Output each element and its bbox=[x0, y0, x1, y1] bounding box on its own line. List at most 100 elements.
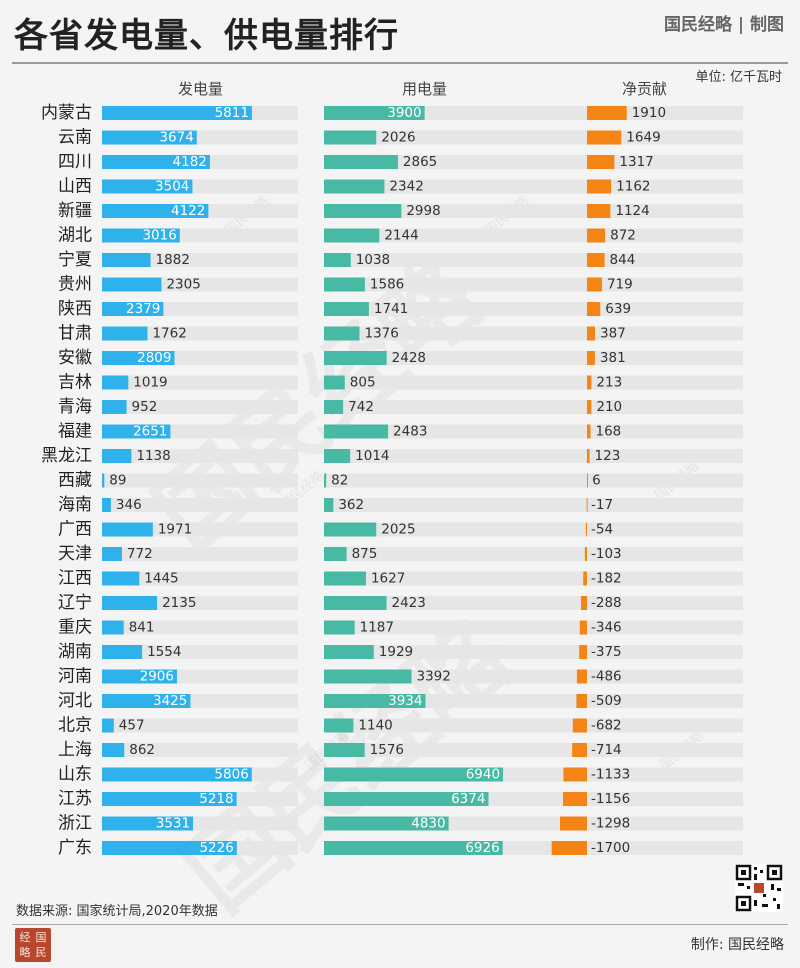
value-label-net: 123 bbox=[595, 448, 621, 464]
seal-char: 略 bbox=[19, 946, 31, 959]
value-label-net: -375 bbox=[591, 644, 622, 660]
bar-track bbox=[550, 792, 743, 806]
value-label-consumption: 2483 bbox=[393, 424, 427, 440]
bar-track bbox=[550, 375, 743, 390]
bar-net bbox=[579, 620, 587, 635]
value-label-generation: 4182 bbox=[173, 154, 207, 170]
bar-net bbox=[587, 375, 592, 390]
bar-consumption bbox=[324, 130, 377, 145]
value-label-net: 639 bbox=[605, 301, 631, 317]
bar-net bbox=[551, 841, 587, 855]
bar-track bbox=[324, 326, 576, 341]
bar-net bbox=[584, 547, 587, 561]
value-label-generation: 346 bbox=[116, 497, 142, 513]
bar-net bbox=[587, 326, 596, 341]
bar-track bbox=[550, 326, 743, 341]
bar-track bbox=[324, 473, 576, 488]
value-label-generation: 3425 bbox=[153, 693, 187, 709]
bar-track bbox=[550, 449, 743, 463]
province-label: 山西 bbox=[58, 177, 92, 197]
bar-net bbox=[587, 400, 592, 414]
value-label-net: -1700 bbox=[591, 840, 630, 856]
province-label: 安徽 bbox=[58, 348, 92, 368]
value-label-generation: 1762 bbox=[152, 326, 186, 342]
bar-consumption bbox=[324, 155, 398, 169]
bar-consumption bbox=[324, 351, 387, 365]
value-label-consumption: 2998 bbox=[406, 203, 440, 219]
value-label-net: 844 bbox=[610, 252, 636, 268]
bar-track bbox=[102, 498, 298, 512]
bar-track bbox=[324, 449, 576, 463]
value-label-generation: 1882 bbox=[156, 252, 190, 268]
bar-consumption bbox=[324, 596, 387, 610]
bar-consumption bbox=[324, 228, 380, 243]
bar-net bbox=[587, 228, 606, 243]
bar-generation bbox=[102, 449, 132, 463]
province-label: 陕西 bbox=[58, 299, 92, 319]
bar-track bbox=[324, 620, 576, 635]
bar-net bbox=[587, 449, 590, 463]
qr-code-icon bbox=[735, 864, 783, 912]
bar-net bbox=[587, 155, 615, 169]
value-label-net: 719 bbox=[607, 277, 633, 293]
bar-track bbox=[550, 645, 743, 659]
bar-consumption bbox=[324, 498, 334, 512]
value-label-consumption: 1376 bbox=[365, 326, 399, 342]
bar-track bbox=[550, 400, 743, 414]
value-label-consumption: 4830 bbox=[411, 816, 445, 832]
header-consumption: 用电量 bbox=[402, 80, 448, 98]
bar-track bbox=[324, 375, 576, 390]
bar-track bbox=[324, 596, 576, 610]
province-label: 广西 bbox=[58, 520, 92, 540]
value-label-consumption: 1627 bbox=[371, 571, 405, 587]
title-divider bbox=[12, 62, 788, 64]
bar-consumption bbox=[324, 816, 449, 831]
bar-track bbox=[550, 841, 743, 855]
bar-track bbox=[324, 277, 576, 292]
value-label-generation: 1554 bbox=[147, 644, 181, 660]
bar-consumption bbox=[324, 571, 366, 586]
value-label-consumption: 1038 bbox=[356, 252, 390, 268]
bar-track bbox=[550, 596, 743, 610]
value-label-generation: 952 bbox=[132, 399, 158, 415]
value-label-net: -509 bbox=[591, 693, 622, 709]
value-label-generation: 3531 bbox=[156, 816, 190, 832]
bar-track bbox=[102, 718, 298, 733]
value-label-net: -54 bbox=[591, 522, 613, 538]
bar-net bbox=[586, 498, 588, 512]
value-label-generation: 2809 bbox=[137, 350, 171, 366]
province-label: 内蒙古 bbox=[41, 103, 92, 123]
value-label-consumption: 6374 bbox=[451, 791, 485, 807]
bar-consumption bbox=[324, 718, 354, 733]
bar-track bbox=[324, 302, 576, 316]
bar-net bbox=[587, 106, 627, 120]
value-label-generation: 1971 bbox=[158, 522, 192, 538]
province-label: 江苏 bbox=[58, 789, 92, 809]
bar-generation bbox=[102, 106, 252, 120]
bar-consumption bbox=[324, 473, 327, 488]
value-label-generation: 1138 bbox=[136, 448, 170, 464]
value-label-net: -103 bbox=[591, 546, 622, 562]
value-label-consumption: 2342 bbox=[389, 179, 423, 195]
bar-consumption bbox=[324, 694, 426, 708]
bar-track bbox=[550, 718, 743, 733]
footer-divider bbox=[12, 924, 788, 925]
bar-track bbox=[324, 400, 576, 414]
bar-track bbox=[550, 351, 743, 365]
bar-net bbox=[572, 743, 587, 757]
data-source: 数据来源: 国家统计局,2020年数据 bbox=[16, 904, 218, 919]
bar-consumption bbox=[324, 424, 389, 439]
value-label-generation: 4122 bbox=[171, 203, 205, 219]
value-label-generation: 89 bbox=[109, 473, 126, 489]
value-label-generation: 1445 bbox=[144, 571, 178, 587]
province-label: 宁夏 bbox=[58, 250, 92, 270]
bar-generation bbox=[102, 130, 197, 145]
value-label-generation: 3504 bbox=[155, 179, 189, 195]
bar-generation bbox=[102, 743, 125, 757]
bar-generation bbox=[102, 596, 158, 610]
value-label-consumption: 3934 bbox=[388, 693, 422, 709]
value-label-net: -1133 bbox=[591, 767, 630, 783]
bar-generation bbox=[102, 498, 111, 512]
value-label-generation: 2135 bbox=[162, 595, 196, 611]
bar-net bbox=[581, 596, 587, 610]
